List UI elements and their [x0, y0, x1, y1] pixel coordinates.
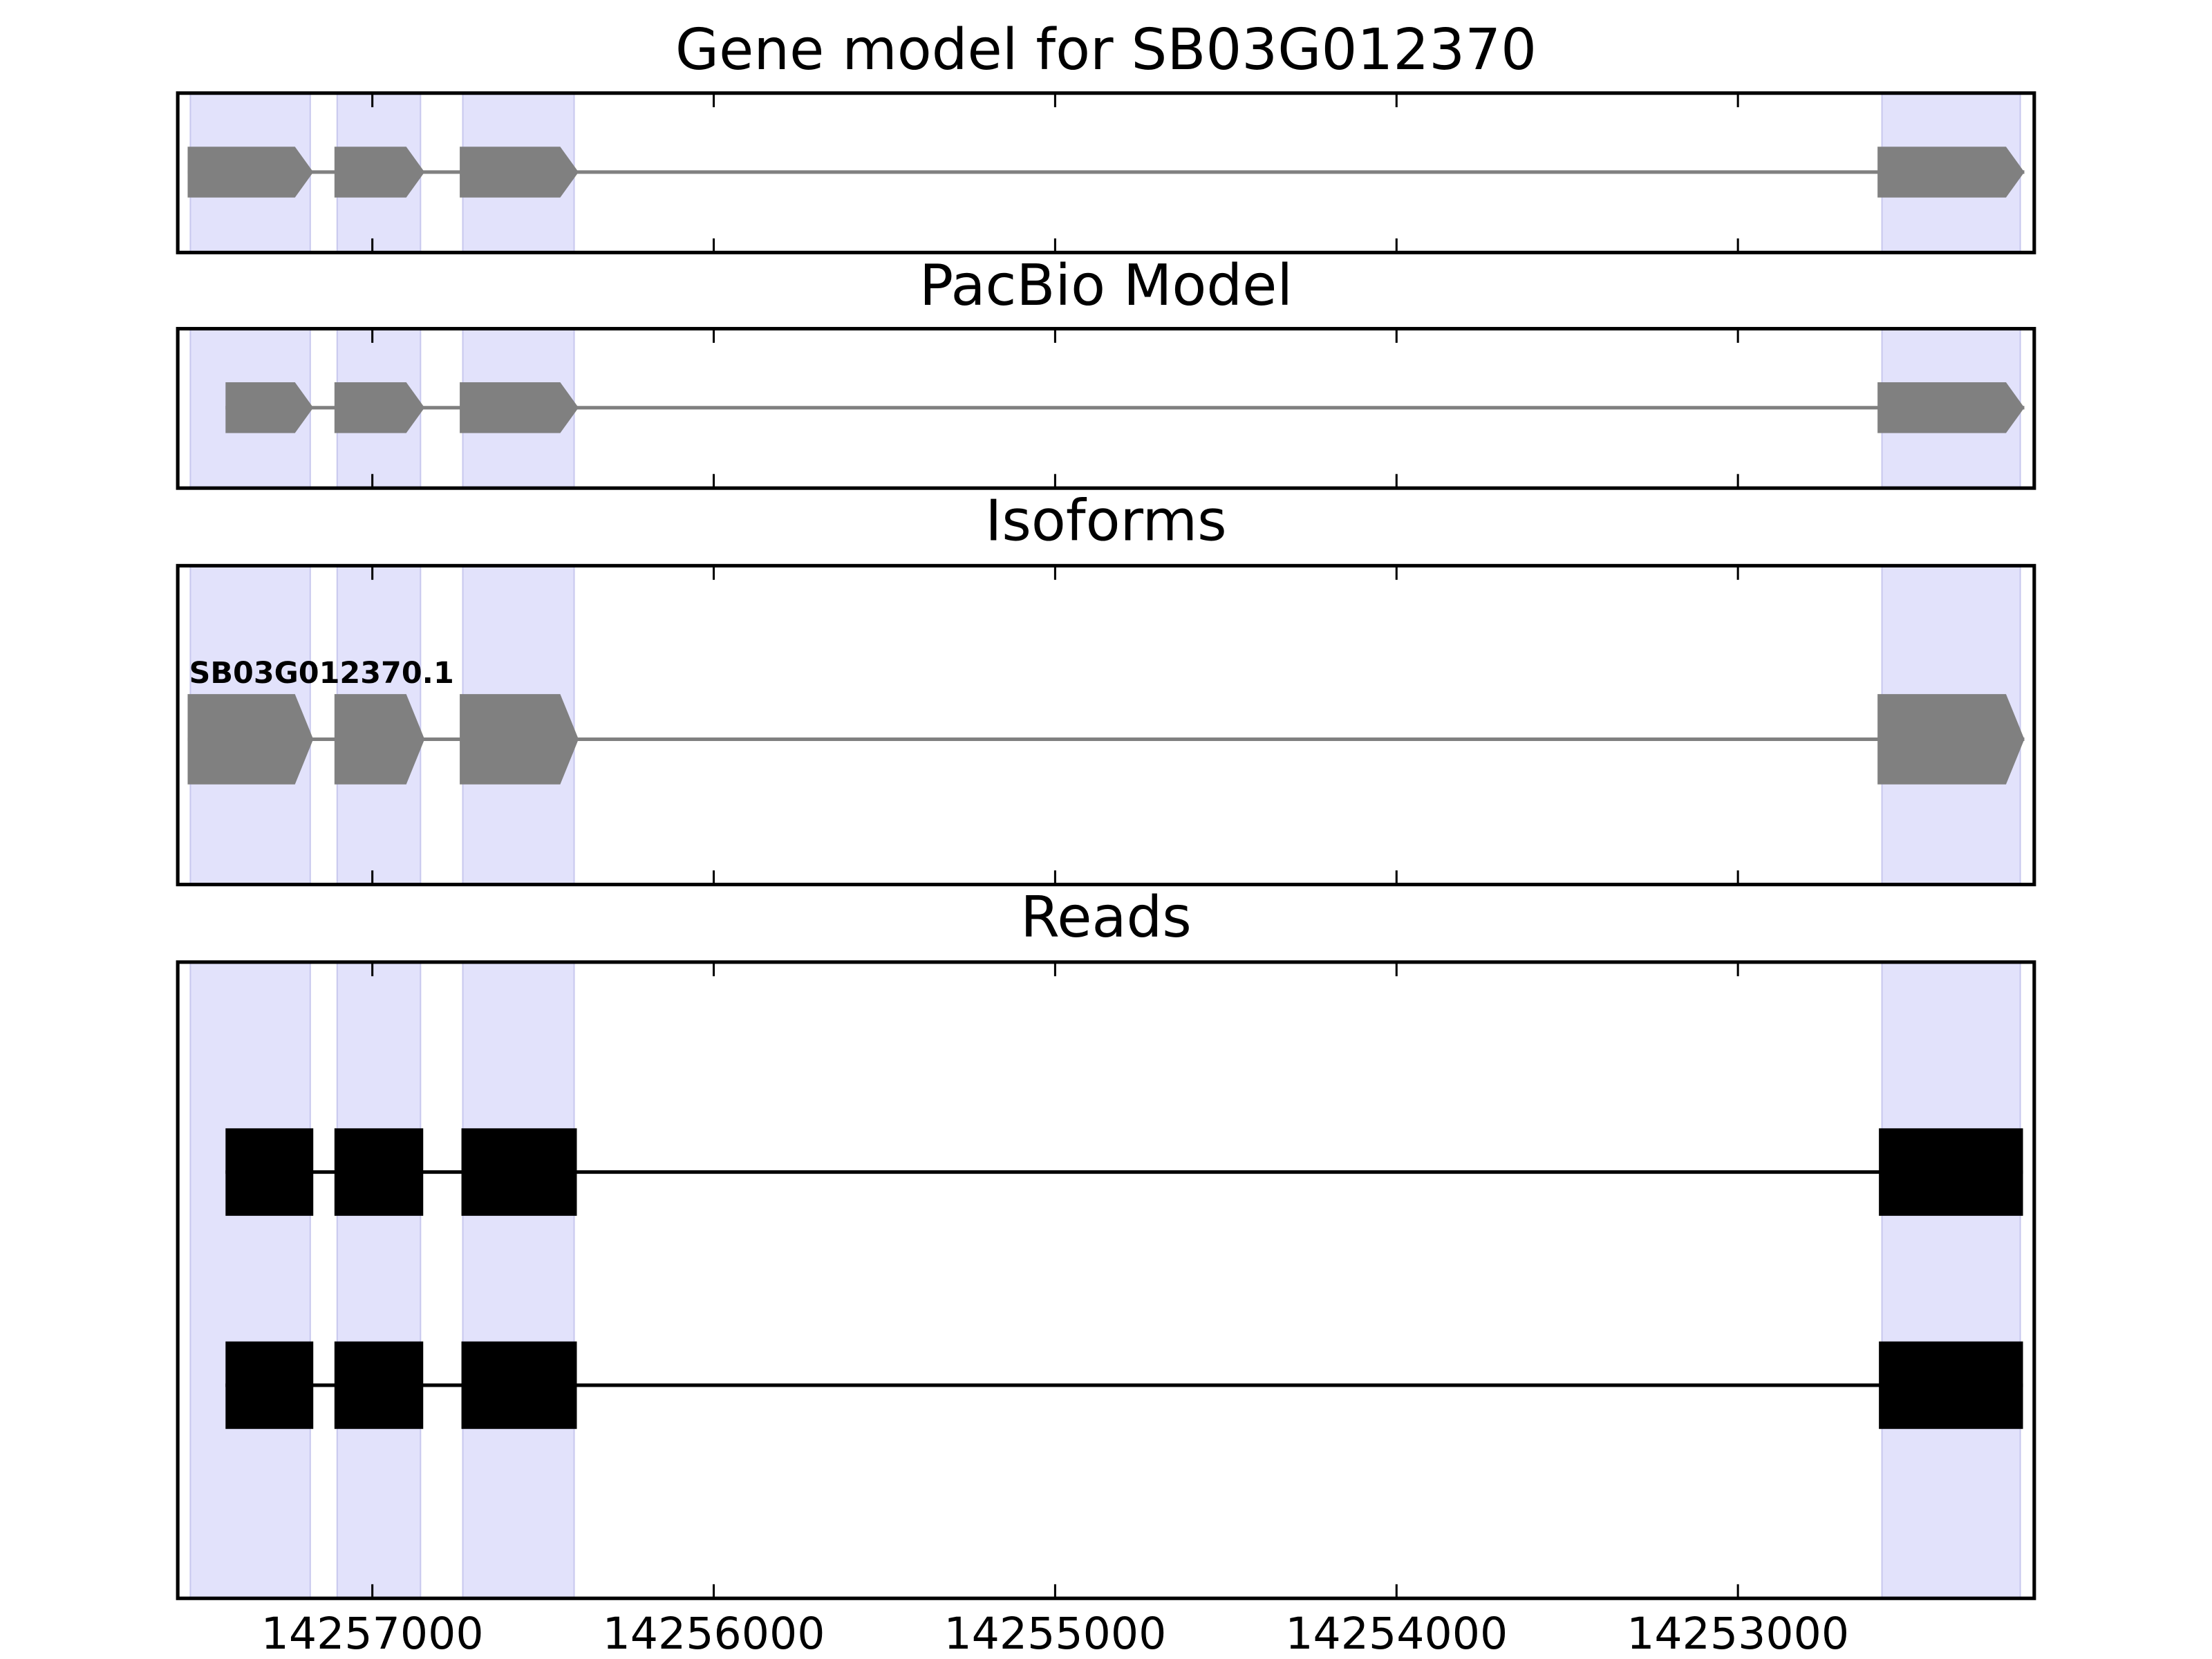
exon: [334, 694, 425, 785]
axes-frame: [176, 563, 2036, 887]
exon-highlight: [189, 961, 311, 1600]
read-block: [1879, 1341, 2023, 1430]
exon: [460, 382, 579, 433]
exon: [1877, 382, 2025, 433]
read-block: [1879, 1128, 2023, 1216]
read-block: [461, 1128, 577, 1216]
read-block: [334, 1341, 424, 1430]
exon: [334, 147, 425, 198]
exon-highlight: [462, 961, 575, 1600]
x-tick-label: 14255000: [944, 1608, 1166, 1659]
read-block: [334, 1128, 424, 1216]
exon-highlight: [1881, 961, 2021, 1600]
read-block: [225, 1341, 314, 1430]
exon: [225, 382, 314, 433]
panel-title: Isoforms: [985, 489, 1226, 554]
x-tick-label: 14256000: [603, 1608, 825, 1659]
exon: [460, 694, 579, 785]
read-block: [225, 1128, 314, 1216]
panel-title: Reads: [1020, 885, 1192, 950]
isoform-label: SB03G012370.1: [189, 656, 454, 691]
x-tick-label: 14253000: [1627, 1608, 1849, 1659]
panel-title: PacBio Model: [919, 253, 1293, 319]
axes-frame: [176, 960, 2036, 1600]
exon: [334, 382, 425, 433]
panel-title: Gene model for SB03G012370: [675, 17, 1537, 83]
exon: [187, 147, 314, 198]
read-block: [461, 1341, 577, 1430]
exon: [187, 694, 314, 785]
exon-highlight: [336, 961, 422, 1600]
axes-frame: [176, 91, 2036, 254]
x-tick-label: 14257000: [261, 1608, 484, 1659]
exon: [460, 147, 579, 198]
axes-frame: [176, 326, 2036, 490]
exon: [1877, 147, 2025, 198]
exon: [1877, 694, 2025, 785]
x-tick-label: 14254000: [1285, 1608, 1508, 1659]
